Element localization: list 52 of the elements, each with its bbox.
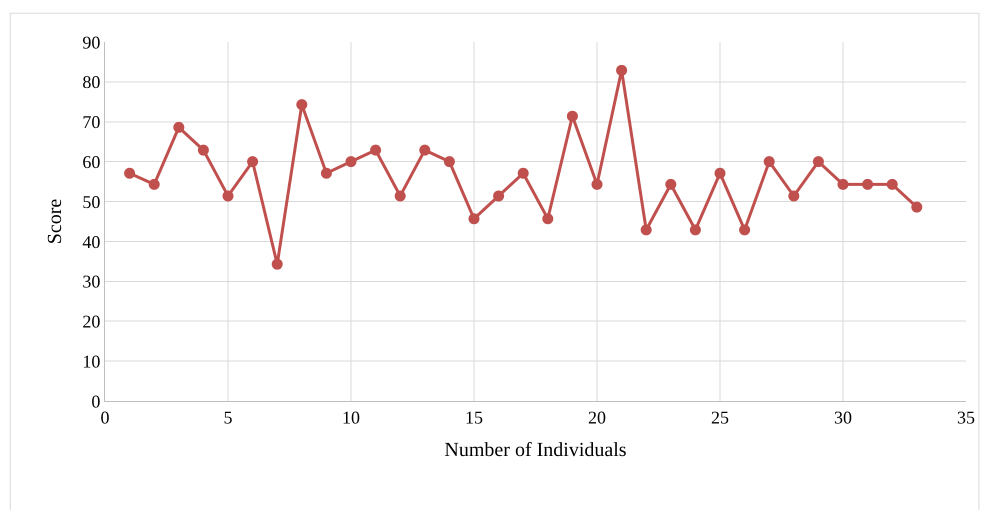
point (911, 202, 922, 213)
y-tick-label: 0 (91, 391, 100, 412)
y-tick-label: 60 (82, 152, 100, 172)
point (468, 213, 480, 224)
point (493, 190, 504, 202)
x-axis-title: Number of Individuals (444, 439, 627, 462)
x-tick-label: 15 (465, 408, 483, 428)
point (714, 168, 726, 179)
point (616, 64, 628, 76)
y-tick-label: 20 (82, 312, 100, 332)
point (394, 190, 406, 202)
point (247, 156, 258, 168)
point (542, 213, 554, 224)
point (812, 156, 824, 168)
point (346, 156, 356, 168)
point (838, 178, 848, 190)
point (419, 144, 430, 156)
point (222, 190, 234, 202)
point (690, 224, 701, 236)
y-tick-label: 10 (82, 351, 100, 372)
x-tick-label: 30 (834, 408, 852, 428)
point (862, 178, 874, 190)
point (518, 168, 529, 179)
y-tick-label: 70 (82, 112, 100, 132)
point (124, 168, 136, 179)
x-tick-label: 5 (224, 408, 232, 428)
point (566, 110, 578, 122)
point (640, 224, 652, 236)
point (444, 156, 455, 168)
point (739, 224, 750, 236)
y-tick-label: 30 (82, 272, 100, 292)
point (370, 144, 382, 156)
y-tick-label: 90 (82, 32, 100, 52)
point (320, 168, 332, 179)
point (296, 99, 308, 110)
y-tick-label: 50 (82, 192, 100, 212)
point (272, 258, 283, 270)
point (173, 122, 184, 133)
point (764, 156, 775, 168)
point (198, 144, 209, 156)
y-tick-label: 40 (82, 232, 100, 252)
y-tick-label: 80 (82, 72, 100, 92)
y-axis-title: Score (44, 198, 66, 244)
point (886, 178, 898, 190)
point (788, 190, 800, 202)
point (148, 178, 160, 190)
x-tick-label: 35 (957, 408, 975, 428)
point (665, 178, 676, 190)
x-tick-label: 20 (588, 408, 606, 428)
x-tick-label: 10 (342, 408, 360, 428)
x-tick-label: 25 (711, 408, 729, 428)
point (592, 178, 602, 190)
